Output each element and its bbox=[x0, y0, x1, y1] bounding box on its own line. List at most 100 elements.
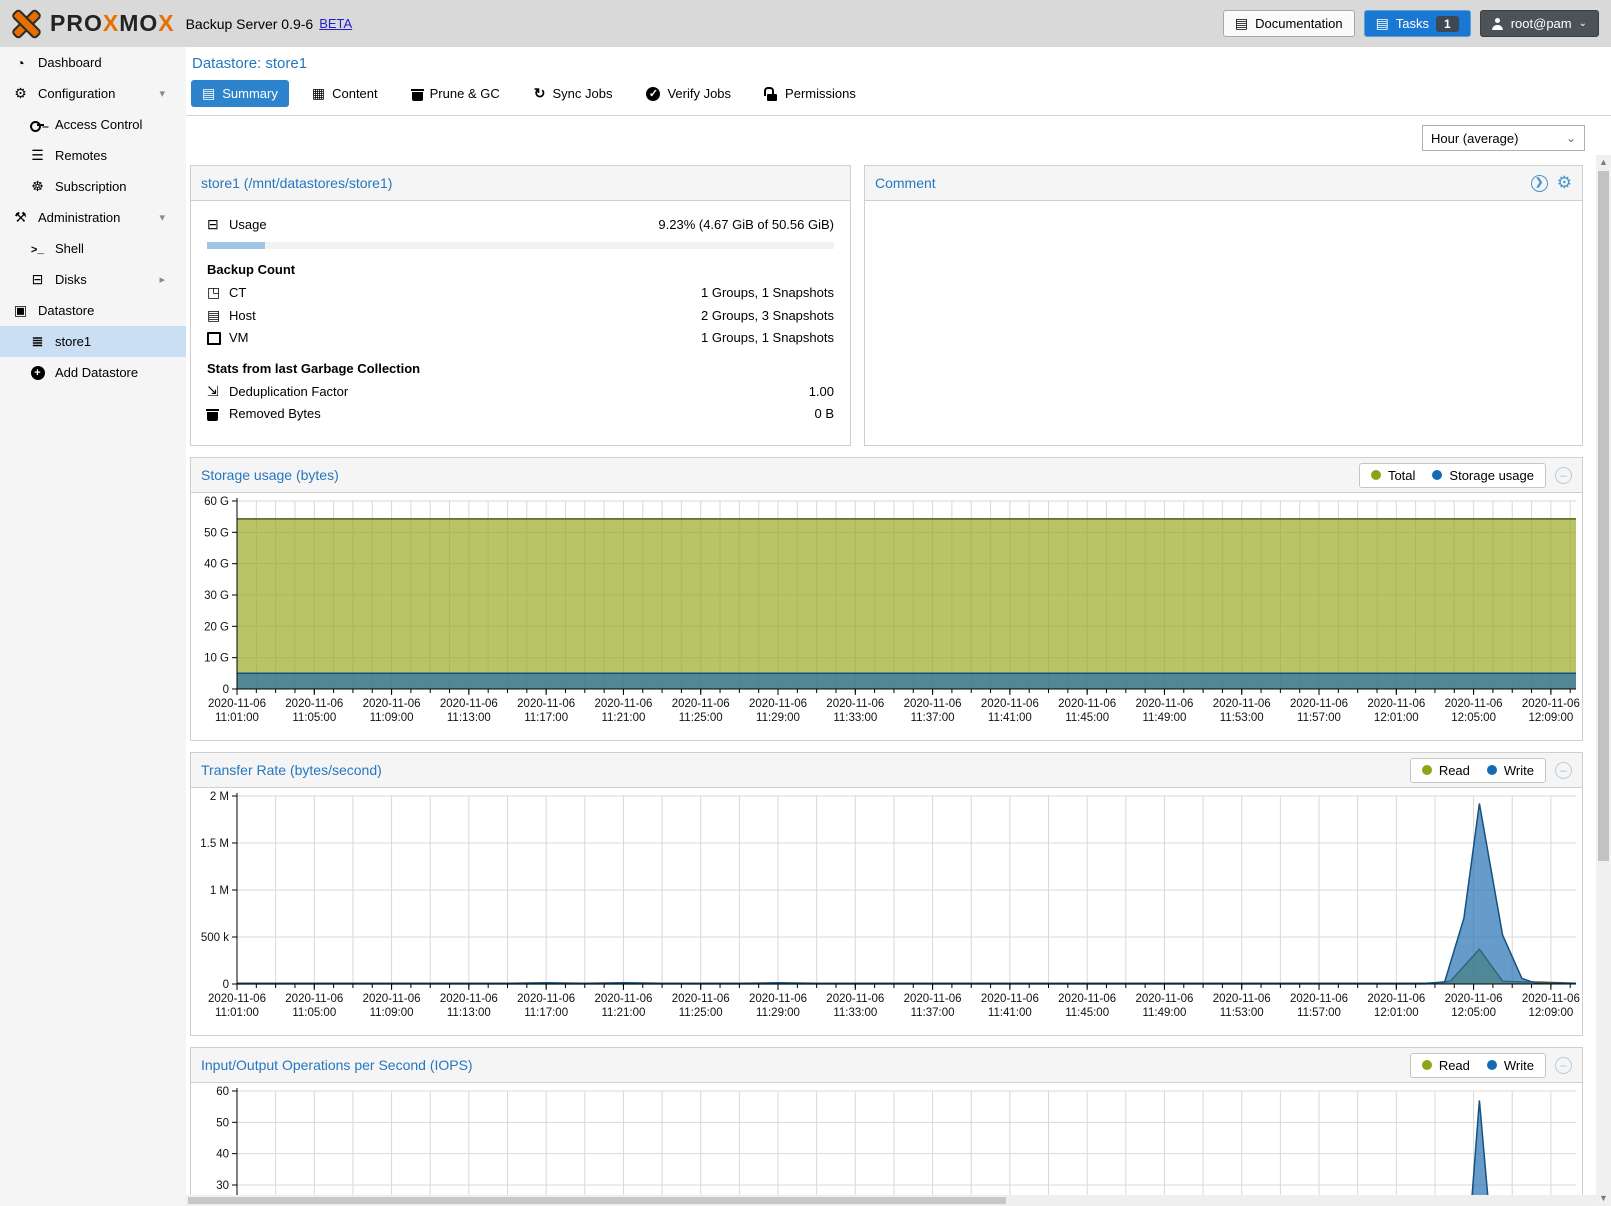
chart-panel-iops: Input/Output Operations per Second (IOPS… bbox=[190, 1047, 1583, 1206]
scroll-up-arrow-icon[interactable]: ▲ bbox=[1599, 157, 1608, 167]
collapse-chart-button[interactable]: – bbox=[1555, 466, 1572, 484]
sidebar-item-datastore[interactable]: ▣ Datastore bbox=[0, 295, 186, 326]
sidebar-item-shell[interactable]: >_ Shell bbox=[0, 233, 186, 264]
stat-row: Removed Bytes 0 B bbox=[206, 403, 834, 424]
support-icon: ☸ bbox=[31, 178, 44, 194]
stat-value: 2 Groups, 3 Snapshots bbox=[701, 308, 834, 323]
sidebar-item-label: Datastore bbox=[38, 303, 95, 318]
wrench-icon: ⚒ bbox=[14, 209, 27, 225]
svg-text:2020-11-06: 2020-11-06 bbox=[517, 993, 575, 1005]
trash-icon bbox=[206, 406, 219, 421]
unlock-icon bbox=[764, 86, 778, 102]
beta-link[interactable]: BETA bbox=[319, 16, 353, 31]
comment-settings-icon[interactable]: ⚙ bbox=[1556, 173, 1572, 192]
svg-text:2020-11-06: 2020-11-06 bbox=[672, 993, 730, 1005]
svg-text:11:41:00: 11:41:00 bbox=[988, 712, 1032, 724]
svg-text:2020-11-06: 2020-11-06 bbox=[285, 698, 343, 710]
svg-text:11:37:00: 11:37:00 bbox=[911, 712, 955, 724]
scroll-down-arrow-icon[interactable]: ▼ bbox=[1599, 1193, 1608, 1203]
sidebar-item-dashboard[interactable]: ◔ Dashboard bbox=[0, 47, 186, 78]
svg-text:2020-11-06: 2020-11-06 bbox=[672, 698, 730, 710]
chevron-down-icon[interactable]: ▾ bbox=[159, 88, 165, 100]
chart-toolbar: Hour (average) ⌄ bbox=[186, 116, 1611, 159]
task-list-icon: ▤ bbox=[1375, 15, 1389, 31]
svg-text:11:09:00: 11:09:00 bbox=[370, 1007, 414, 1019]
svg-text:2020-11-06: 2020-11-06 bbox=[208, 993, 266, 1005]
sidebar-item-remotes[interactable]: ☰ Remotes bbox=[0, 140, 186, 171]
user-menu-button[interactable]: root@pam ⌄ bbox=[1479, 10, 1599, 37]
panel-header: Transfer Rate (bytes/second) Read Write – bbox=[191, 753, 1582, 788]
tab-summary[interactable]: ▤ Summary bbox=[191, 80, 289, 107]
svg-text:2020-11-06: 2020-11-06 bbox=[594, 993, 652, 1005]
legend-item-read[interactable]: Read bbox=[1421, 763, 1470, 778]
svg-text:11:29:00: 11:29:00 bbox=[756, 1007, 800, 1019]
svg-text:2020-11-06: 2020-11-06 bbox=[904, 993, 962, 1005]
chevron-down-icon[interactable]: ▾ bbox=[159, 212, 165, 224]
sidebar-item-subscription[interactable]: ☸ Subscription bbox=[0, 171, 186, 202]
tab-verify-jobs[interactable]: ✓ Verify Jobs bbox=[635, 80, 742, 107]
legend-item-storage-usage[interactable]: Storage usage bbox=[1432, 468, 1534, 483]
svg-text:11:49:00: 11:49:00 bbox=[1142, 1007, 1186, 1019]
tab-prune-gc[interactable]: Prune & GC bbox=[401, 80, 511, 107]
plus-circle-icon: + bbox=[30, 365, 45, 381]
tab-label: Summary bbox=[222, 86, 278, 101]
sidebar-item-add-datastore[interactable]: + Add Datastore bbox=[0, 357, 186, 388]
tab-sync-jobs[interactable]: ↻ Sync Jobs bbox=[523, 80, 624, 107]
collapse-chart-button[interactable]: – bbox=[1555, 761, 1572, 779]
svg-text:1.5 M: 1.5 M bbox=[200, 838, 229, 850]
svg-text:11:37:00: 11:37:00 bbox=[911, 1007, 955, 1019]
svg-text:60: 60 bbox=[216, 1086, 229, 1098]
svg-text:11:29:00: 11:29:00 bbox=[756, 712, 800, 724]
svg-text:0: 0 bbox=[223, 684, 229, 696]
vertical-scrollbar-thumb[interactable] bbox=[1598, 171, 1609, 861]
legend-item-write[interactable]: Write bbox=[1486, 763, 1534, 778]
toggle-comment-button[interactable]: ❯ bbox=[1530, 174, 1548, 192]
sidebar-item-label: store1 bbox=[55, 334, 92, 349]
horizontal-scrollbar-thumb[interactable] bbox=[188, 1197, 1006, 1204]
documentation-button[interactable]: ▤ Documentation bbox=[1222, 10, 1355, 37]
chevron-right-icon[interactable]: ▸ bbox=[159, 274, 165, 286]
svg-text:2020-11-06: 2020-11-06 bbox=[440, 993, 498, 1005]
stat-value: 1 Groups, 1 Snapshots bbox=[701, 330, 834, 346]
vertical-scrollbar[interactable]: ▲ ▼ bbox=[1596, 155, 1611, 1206]
tab-bar: ▤ Summary ▦ Content Prune & GC ↻ Sync Jobs ✓ Ver… bbox=[186, 80, 1611, 116]
svg-text:11:41:00: 11:41:00 bbox=[988, 1007, 1032, 1019]
tab-label: Permissions bbox=[785, 86, 856, 101]
legend-item-write[interactable]: Write bbox=[1486, 1058, 1534, 1073]
svg-text:1 M: 1 M bbox=[210, 885, 229, 897]
collapse-chart-button[interactable]: – bbox=[1555, 1056, 1572, 1074]
sidebar-item-administration[interactable]: ⚒ Administration ▾ bbox=[0, 202, 186, 233]
stat-value: 1 Groups, 1 Snapshots bbox=[701, 285, 834, 300]
svg-text:2020-11-06: 2020-11-06 bbox=[1367, 698, 1425, 710]
svg-text:12:05:00: 12:05:00 bbox=[1451, 712, 1496, 724]
svg-text:30 G: 30 G bbox=[204, 590, 229, 602]
svg-text:11:01:00: 11:01:00 bbox=[215, 1007, 259, 1019]
sidebar-item-disks[interactable]: ⊟ Disks ▸ bbox=[0, 264, 186, 295]
sidebar-item-label: Access Control bbox=[55, 117, 143, 132]
sidebar-item-store1[interactable]: ≣ store1 bbox=[0, 326, 186, 357]
tab-permissions[interactable]: Permissions bbox=[754, 80, 867, 107]
usage-row: ⊟ Usage 9.23% (4.67 GiB of 50.56 GiB) bbox=[207, 216, 834, 232]
legend-item-read[interactable]: Read bbox=[1421, 1058, 1470, 1073]
tab-content[interactable]: ▦ Content bbox=[301, 80, 389, 107]
legend-dot-icon bbox=[1370, 470, 1381, 480]
chart-panel-storage-usage: Storage usage (bytes) Total Storage usage –… bbox=[190, 457, 1583, 741]
horizontal-scrollbar[interactable] bbox=[186, 1195, 1596, 1206]
sidebar-item-access-control[interactable]: Access Control bbox=[0, 109, 186, 140]
legend-item-total[interactable]: Total bbox=[1370, 468, 1415, 483]
gc-stats-header: Stats from last Garbage Collection bbox=[207, 361, 421, 377]
svg-text:11:13:00: 11:13:00 bbox=[447, 1007, 491, 1019]
chart-body: 0 10 G 20 G 30 G 40 G 50 G 60 G 2020-11-06 11:01… bbox=[191, 493, 1582, 740]
trash-icon bbox=[410, 86, 424, 101]
tasks-button[interactable]: ▤ Tasks 1 bbox=[1363, 10, 1471, 37]
chart-canvas-storage-usage: 0 10 G 20 G 30 G 40 G 50 G 60 G 2020-11-06 11:01… bbox=[204, 496, 1580, 724]
svg-text:2020-11-06: 2020-11-06 bbox=[981, 993, 1039, 1005]
user-icon bbox=[1492, 17, 1504, 30]
time-range-select[interactable]: Hour (average) ⌄ bbox=[1422, 125, 1585, 151]
svg-text:11:25:00: 11:25:00 bbox=[679, 712, 723, 724]
legend-dot-icon bbox=[1486, 1060, 1497, 1070]
comment-panel: Comment ❯ ⚙ bbox=[864, 165, 1583, 446]
tab-label: Content bbox=[332, 86, 378, 101]
sidebar-item-configuration[interactable]: ⚙ Configuration ▾ bbox=[0, 78, 186, 109]
stat-value: 1.00 bbox=[808, 384, 834, 400]
